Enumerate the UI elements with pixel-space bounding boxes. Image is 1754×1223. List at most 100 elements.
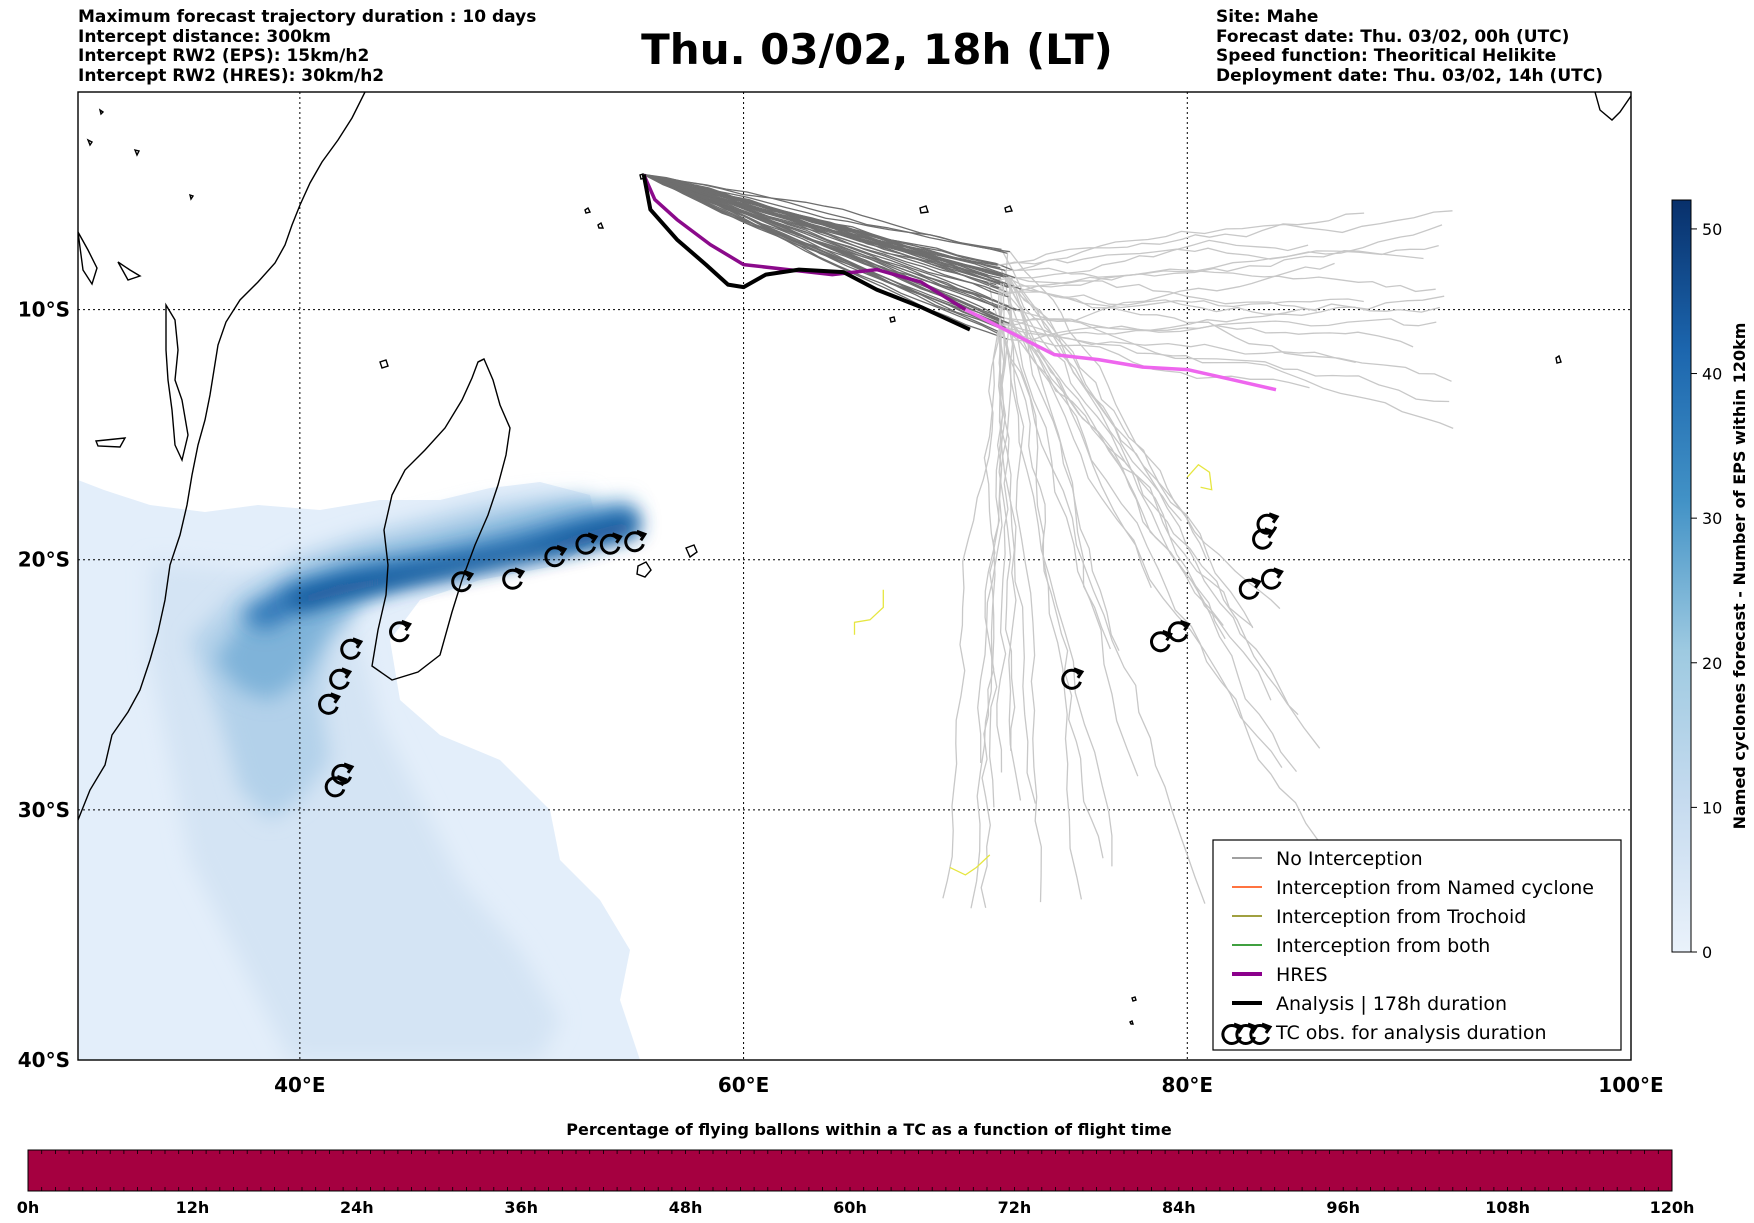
density-colorbar-tick: 0 [1702,943,1712,962]
ensemble-track-far [1006,308,1139,777]
ensemble-track-far [1008,250,1424,289]
ensemble-track-far [1005,327,1356,364]
flight-bar-tick: 72h [998,1198,1032,1217]
ensemble-track-far [1021,288,1364,309]
ensemble-track-far [997,212,1365,266]
lon-tick-label: 60°E [718,1073,770,1097]
density-colorbar-label: Named cyclones forecast - Number of EPS … [1730,323,1749,830]
ensemble-track-far [980,287,1014,908]
flight-bar-tick: 120h [1650,1198,1695,1217]
tc-observation-icon [329,667,353,690]
ensemble-track-far [1009,251,1208,560]
ensemble-track-near [643,173,1004,285]
ensemble-track-far [1019,310,1120,651]
flight-bar-tick: 24h [340,1198,374,1217]
ensemble-track-far [998,308,1206,904]
cyclone-density-field [78,480,640,1060]
legend-label: No Interception [1276,848,1423,870]
site-text: Site: Mahe [1216,7,1319,27]
density-medium [190,495,600,820]
ensemble-track-far [1015,277,1318,312]
legend-label: Interception from Named cyclone [1276,877,1594,899]
lat-tick-label: 20°S [18,548,70,572]
ensemble-track-near [643,173,1000,289]
legend-tc-icon [1249,1022,1273,1045]
site-info: Site: Mahe Forecast date: Thu. 03/02, 00… [1216,7,1603,86]
chagos-islet [1555,354,1562,364]
density-colorbar-tick: 30 [1702,509,1722,528]
mascarene-islet-1 [919,205,929,214]
intercept-distance-text: Intercept distance: 300km [78,26,331,47]
lat-tick-label: 30°S [18,798,70,822]
tc-observation-icon [575,532,599,555]
mozambique-channel-islet [95,437,127,448]
legend-label: Interception from both [1276,935,1490,957]
density-colorbar-tick: 50 [1702,220,1722,239]
east-africa-lake-3 [117,261,142,281]
flight-bar-tick: 48h [669,1198,703,1217]
tc-observation-icon [451,569,475,593]
forecast-settings: Maximum forecast trajectory duration : 1… [78,7,537,86]
max-duration-text: Maximum forecast trajectory duration : 1… [78,7,537,27]
ensemble-track-far [1009,310,1083,900]
ensemble-track-far [977,283,1006,763]
ensemble-track-far [970,328,1004,909]
flight-bar-tick: 12h [176,1198,210,1217]
ensemble-track-near [643,173,1006,329]
trochoid-track [949,854,991,876]
southern-islets [1129,996,1137,1025]
africa-coastline [78,92,366,821]
tc-observation-icon [1167,619,1191,643]
ensemble-tracks [643,173,1454,909]
ensemble-track-far [983,331,999,808]
map-frame [77,91,1632,1061]
ensemble-track-far [1005,276,1272,701]
ensemble-track-far [1016,309,1414,348]
hres-track [642,173,1277,392]
ensemble-track-far [1004,317,1450,403]
analysis-track [641,174,971,332]
ensemble-track-far [996,239,1309,281]
tc-observation-icon [1238,577,1262,600]
ensemble-track-near [643,173,1007,278]
hres-track-near [642,173,967,312]
ensemble-track-far [1015,287,1321,749]
tc-observation-icon [544,544,568,568]
tc-observation-icon [502,567,526,590]
map-axis-labels: 40°E 60°E 80°E 100°E 10°S 20°S 30°S 40°S [18,298,1664,1097]
ensemble-track-far [1004,262,1335,326]
density-colorbar-tick: 10 [1702,798,1722,817]
deployment-date-text: Deployment date: Thu. 03/02, 14h (UTC) [1216,65,1603,86]
ensemble-track-far [1014,210,1453,272]
map-area: No Interception Interception from Named c… [78,92,1631,1060]
flight-bar-tick: 36h [504,1198,538,1217]
ensemble-track-far [997,287,1104,859]
ensemble-track-far [1004,224,1443,296]
west-coast-islets [86,108,195,201]
east-coast-islet [889,316,896,323]
sumatra-tip [1594,92,1631,121]
hres-track-far [964,308,1277,392]
tc-observation-icon [340,637,364,660]
ensemble-track-far [942,283,1005,899]
page-title: Thu. 03/02, 18h (LT) [641,25,1113,74]
intercept-eps-text: Intercept RW2 (EPS): 15km/h2 [78,46,370,66]
flight-bar-tick: 60h [833,1198,867,1217]
ensemble-track-near [643,173,1010,325]
legend-label: TC obs. for analysis duration [1275,1022,1547,1044]
ensemble-track-far [996,318,1010,773]
map-gridlines [78,92,1631,1060]
trochoid-track [1186,463,1213,491]
mauritius-coastline [685,544,698,559]
flight-bar-tick: 0h [17,1198,40,1217]
tc-observation-icon [318,692,341,715]
ensemble-track-far [995,284,1298,773]
tc-observation-icon [1256,512,1280,535]
density-colorbar-tick: 40 [1702,365,1722,384]
intercept-hres-text: Intercept RW2 (HRES): 30km/h2 [78,65,385,86]
tc-observation-icon [1061,667,1085,690]
madagascar-north-tip [477,358,485,363]
map-legend: No Interception Interception from Named c… [1212,839,1622,1051]
ensemble-track-far [1007,291,1440,316]
lon-tick-label: 40°E [274,1073,326,1097]
